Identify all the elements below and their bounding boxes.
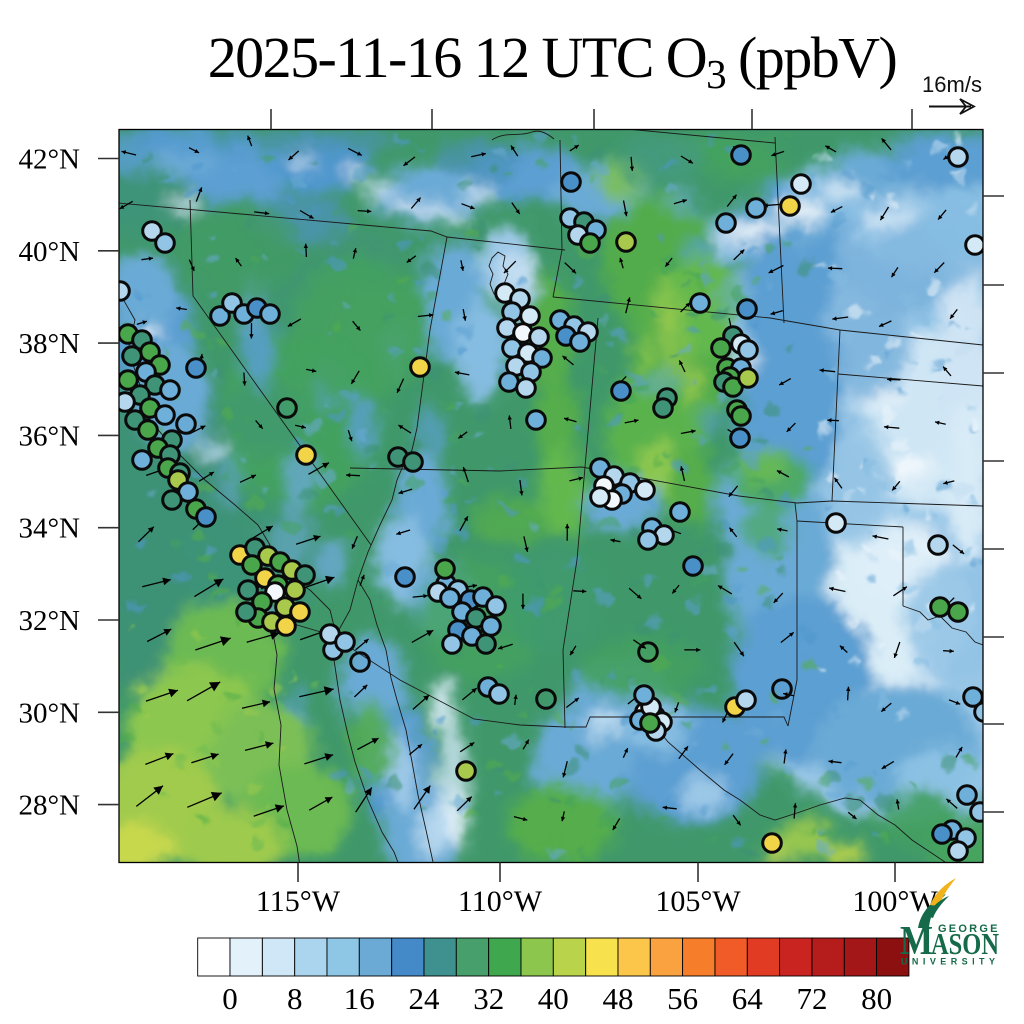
svg-text:42°N: 42°N [18,144,80,176]
svg-text:0: 0 [222,981,238,1016]
svg-text:105°W: 105°W [655,885,741,918]
svg-text:28°N: 28°N [18,790,80,822]
svg-text:40: 40 [538,981,569,1016]
svg-text:34°N: 34°N [18,513,80,545]
svg-text:48: 48 [603,981,634,1016]
svg-text:ASON: ASON [931,926,999,961]
svg-text:24: 24 [409,981,441,1016]
svg-text:80: 80 [861,981,892,1016]
svg-text:38°N: 38°N [18,328,80,360]
svg-text:115°W: 115°W [256,885,341,918]
svg-text:8: 8 [287,981,303,1016]
svg-text:16m/s: 16m/s [922,72,982,97]
svg-text:GEORGE: GEORGE [938,923,999,935]
svg-text:2025-11-16 12 UTC O3 (ppbV): 2025-11-16 12 UTC O3 (ppbV) [208,25,897,97]
svg-text:36°N: 36°N [18,420,80,452]
svg-text:32°N: 32°N [18,605,80,637]
svg-text:M: M [900,917,933,963]
svg-text:32: 32 [473,981,504,1016]
svg-text:64: 64 [732,981,764,1016]
svg-text:30°N: 30°N [18,697,80,729]
svg-text:110°W: 110°W [458,885,543,918]
svg-text:72: 72 [797,981,828,1016]
svg-text:16: 16 [344,981,375,1016]
svg-text:40°N: 40°N [18,236,80,268]
svg-text:56: 56 [667,981,698,1016]
svg-text:UNIVERSITY: UNIVERSITY [901,957,997,967]
